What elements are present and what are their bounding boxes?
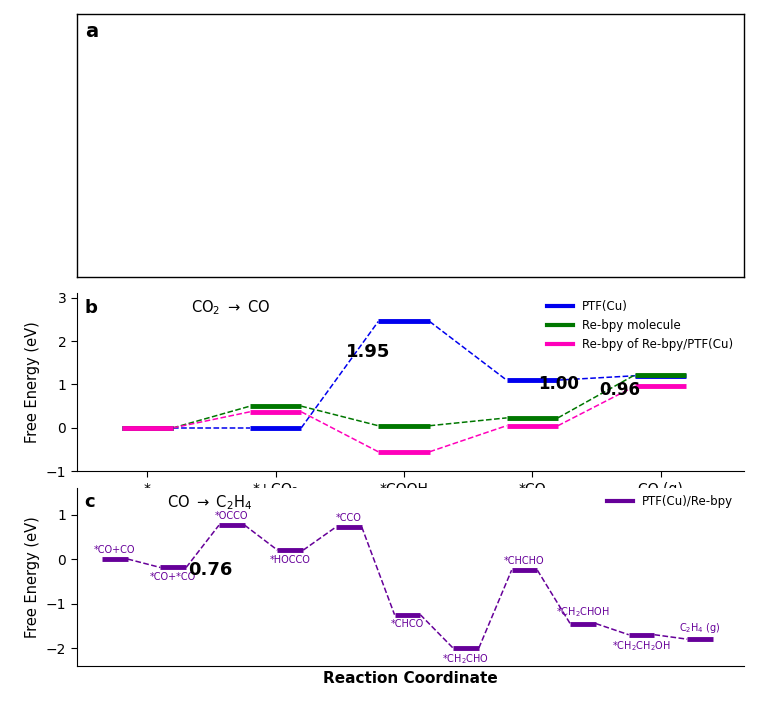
Text: 1.00: 1.00 — [538, 375, 580, 393]
Text: *CHCHO: *CHCHO — [504, 556, 545, 566]
Legend: PTF(Cu)/Re-bpy: PTF(Cu)/Re-bpy — [602, 490, 738, 513]
Y-axis label: Free Energy (eV): Free Energy (eV) — [25, 516, 40, 638]
Text: *CO+*CO: *CO+*CO — [150, 572, 196, 582]
Legend: PTF(Cu), Re-bpy molecule, Re-bpy of Re-bpy/PTF(Cu): PTF(Cu), Re-bpy molecule, Re-bpy of Re-b… — [542, 296, 738, 356]
Text: *CH$_2$CH$_2$OH: *CH$_2$CH$_2$OH — [612, 639, 671, 653]
X-axis label: Reaction Coordinate: Reaction Coordinate — [323, 672, 498, 687]
Text: 1.95: 1.95 — [346, 342, 390, 361]
Text: *CH$_2$CHO: *CH$_2$CHO — [443, 652, 489, 667]
Text: a: a — [84, 22, 98, 42]
Text: *CH$_2$CHOH: *CH$_2$CHOH — [556, 605, 610, 619]
Text: c: c — [84, 493, 95, 511]
Text: 0.96: 0.96 — [599, 381, 640, 399]
Text: 0.76: 0.76 — [188, 561, 232, 579]
Y-axis label: Free Energy (eV): Free Energy (eV) — [25, 321, 40, 443]
Text: C$_2$H$_4$ (g): C$_2$H$_4$ (g) — [680, 621, 721, 634]
Text: CO $\rightarrow$ C$_2$H$_4$: CO $\rightarrow$ C$_2$H$_4$ — [167, 493, 253, 512]
Text: *HOCCO: *HOCCO — [270, 555, 311, 565]
Text: CO$_2$ $\rightarrow$ CO: CO$_2$ $\rightarrow$ CO — [191, 299, 270, 317]
Text: *CO+CO: *CO+CO — [94, 545, 136, 555]
Text: b: b — [84, 299, 97, 316]
Text: *OCCO: *OCCO — [215, 511, 249, 521]
Text: *CCO: *CCO — [336, 513, 362, 523]
Text: *CHCO: *CHCO — [391, 619, 424, 629]
